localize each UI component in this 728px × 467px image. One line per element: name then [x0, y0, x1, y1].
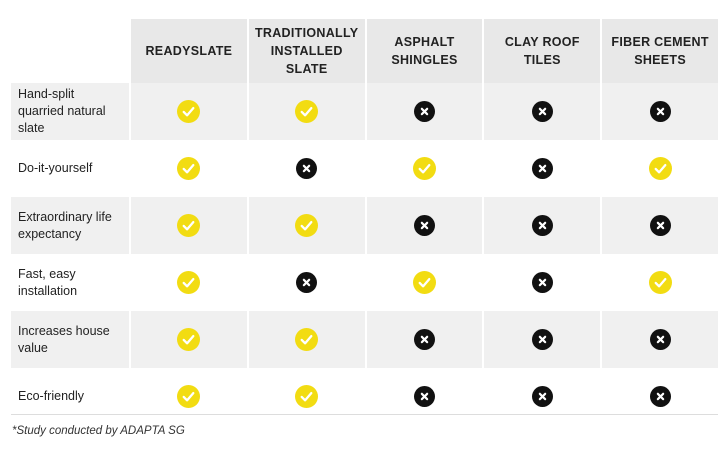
table-cell	[364, 197, 483, 254]
check-icon	[177, 157, 201, 180]
table-cell	[600, 254, 718, 311]
row-label: Eco-friendly	[18, 389, 84, 403]
table-cell	[129, 311, 247, 368]
table-row: Do-it-yourself	[11, 140, 718, 197]
row-label: Do-it-yourself	[18, 161, 93, 175]
row-label: Fast, easy installation	[18, 266, 78, 298]
check-icon	[648, 271, 672, 294]
table-cell	[600, 368, 718, 425]
table-cell	[482, 311, 601, 368]
table-row: Extraordinary life expectancy	[11, 197, 718, 254]
table-cell	[129, 140, 247, 197]
table-cell	[246, 140, 365, 197]
cross-icon	[649, 386, 671, 407]
table-row: Hand-split quarried natural slate	[11, 83, 718, 140]
table-cell	[364, 368, 483, 425]
column-header-fiber-cement-sheets: FIBER CEMENT SHEETS	[600, 19, 718, 83]
table-cell	[482, 197, 601, 254]
table-cell	[364, 140, 483, 197]
check-icon	[177, 100, 201, 123]
cross-icon	[649, 215, 671, 236]
cross-icon	[531, 272, 553, 293]
table-cell	[129, 83, 247, 140]
cross-icon	[531, 386, 553, 407]
table-row: Eco-friendly	[11, 368, 718, 425]
table-cell	[246, 83, 365, 140]
row-label: Hand-split quarried natural slate	[11, 83, 129, 140]
cross-icon	[413, 101, 435, 122]
table-cell	[600, 140, 718, 197]
cross-icon	[296, 272, 318, 293]
table-bottom-rule	[11, 414, 718, 415]
table-cell	[600, 83, 718, 140]
header-row: READYSLATE TRADITIONALLY INSTALLED SLATE…	[11, 19, 718, 83]
check-icon	[177, 328, 201, 351]
column-header-clay-roof-tiles: CLAY ROOF TILES	[482, 19, 601, 83]
table-cell	[600, 197, 718, 254]
row-label: Increases house value	[11, 311, 129, 368]
table-cell	[129, 254, 247, 311]
table-row: Increases house value	[11, 311, 718, 368]
cross-icon	[413, 215, 435, 236]
table-cell	[482, 140, 600, 197]
check-icon	[295, 385, 319, 408]
cross-icon	[413, 386, 435, 407]
column-header-asphalt-shingles: ASPHALT SHINGLES	[364, 19, 483, 83]
check-icon	[295, 328, 319, 351]
check-icon	[177, 271, 201, 294]
cross-icon	[531, 215, 553, 236]
cross-icon	[531, 329, 553, 350]
cross-icon	[649, 329, 671, 350]
comparison-table: READYSLATE TRADITIONALLY INSTALLED SLATE…	[11, 19, 718, 425]
check-icon	[295, 100, 319, 123]
table-cell	[364, 254, 483, 311]
table-cell	[246, 368, 365, 425]
table-body: Hand-split quarried natural slate Do-it-y…	[11, 83, 718, 425]
check-icon	[412, 157, 436, 180]
table-cell	[129, 197, 247, 254]
table-cell	[246, 311, 365, 368]
row-label: Extraordinary life expectancy	[11, 197, 129, 254]
table-cell	[364, 83, 483, 140]
column-header-readyslate: READYSLATE	[129, 19, 247, 83]
cross-icon	[531, 101, 553, 122]
check-icon	[648, 157, 672, 180]
table-cell	[600, 311, 718, 368]
check-icon	[177, 385, 201, 408]
table-cell	[246, 254, 365, 311]
check-icon	[295, 214, 319, 237]
check-icon	[412, 271, 436, 294]
column-header-traditional-slate: TRADITIONALLY INSTALLED SLATE	[246, 19, 365, 83]
table-row: Fast, easy installation	[11, 254, 718, 311]
table-cell	[364, 311, 483, 368]
cross-icon	[649, 101, 671, 122]
cross-icon	[531, 158, 553, 179]
footnote: *Study conducted by ADAPTA SG	[12, 425, 185, 437]
check-icon	[177, 214, 201, 237]
table-cell	[482, 254, 600, 311]
cross-icon	[296, 158, 318, 179]
table-cell	[129, 368, 247, 425]
table-cell	[246, 197, 365, 254]
header-corner	[11, 19, 129, 83]
table-cell	[482, 83, 601, 140]
table-cell	[482, 368, 600, 425]
cross-icon	[413, 329, 435, 350]
